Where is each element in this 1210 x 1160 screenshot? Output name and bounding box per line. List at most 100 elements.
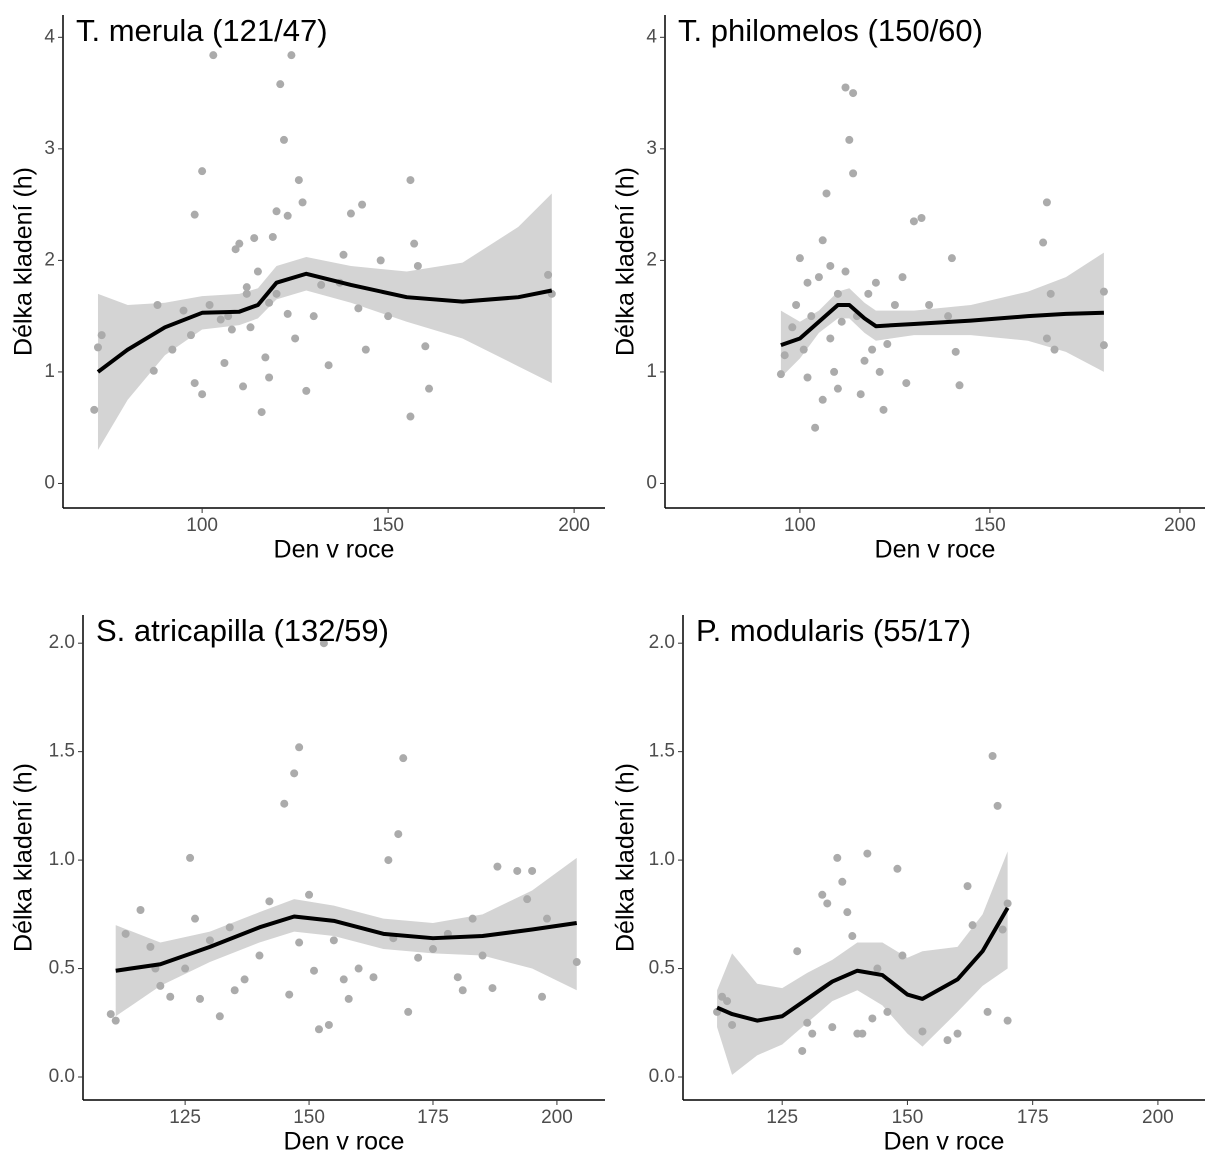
x-tick-label: 100 xyxy=(186,515,218,536)
data-point xyxy=(384,312,393,321)
data-point xyxy=(803,1018,812,1027)
data-point xyxy=(898,951,907,960)
y-tick-label: 0.0 xyxy=(49,1066,75,1087)
data-point xyxy=(925,301,934,309)
data-point xyxy=(955,381,964,390)
data-point xyxy=(216,315,225,324)
data-point xyxy=(828,1023,837,1032)
data-point xyxy=(947,254,956,263)
data-point xyxy=(807,312,816,321)
data-point xyxy=(1042,334,1051,343)
data-point xyxy=(803,373,812,382)
y-tick-label: 2 xyxy=(646,249,657,270)
data-point xyxy=(478,951,487,960)
data-point xyxy=(951,347,960,356)
data-point xyxy=(858,1029,867,1038)
data-point xyxy=(290,769,299,778)
data-point xyxy=(793,947,802,956)
data-point xyxy=(209,51,218,60)
data-point xyxy=(121,929,130,938)
data-point xyxy=(493,862,502,871)
data-point xyxy=(818,890,827,899)
data-point xyxy=(776,370,785,379)
y-axis-label: Délka kladení (h) xyxy=(10,167,38,356)
x-axis-label: Den v roce xyxy=(284,1128,405,1156)
y-tick-label: 1.5 xyxy=(649,741,675,762)
data-point xyxy=(1003,899,1012,908)
data-point xyxy=(369,973,378,982)
data-point xyxy=(298,198,307,207)
x-tick-label: 150 xyxy=(892,1107,924,1128)
y-axis-label: Délka kladení (h) xyxy=(612,763,640,952)
data-point xyxy=(279,135,288,144)
data-point xyxy=(833,853,842,862)
data-point xyxy=(181,964,190,973)
panel-title: P. modularis (55/17) xyxy=(696,613,971,648)
y-tick-label: 1 xyxy=(646,361,657,382)
data-point xyxy=(309,312,318,321)
data-point xyxy=(830,367,839,376)
data-point xyxy=(814,273,823,282)
data-point xyxy=(240,975,249,984)
data-point xyxy=(523,895,532,904)
data-point xyxy=(792,301,801,309)
data-point xyxy=(317,280,326,289)
data-point xyxy=(225,923,234,932)
data-point xyxy=(97,331,106,340)
data-point xyxy=(988,751,997,760)
data-point xyxy=(428,945,437,954)
data-point xyxy=(410,239,419,248)
smooth-line xyxy=(716,906,1010,1023)
data-point xyxy=(257,408,266,417)
data-point xyxy=(404,1007,413,1016)
data-point xyxy=(808,1029,817,1038)
data-point xyxy=(280,799,289,808)
data-point xyxy=(314,1025,323,1034)
data-point xyxy=(1050,345,1059,354)
data-point xyxy=(871,278,880,287)
data-point xyxy=(1003,1016,1012,1025)
data-point xyxy=(344,994,353,1003)
data-point xyxy=(883,1007,892,1016)
data-point xyxy=(993,801,1002,810)
data-point xyxy=(106,1010,115,1019)
data-point xyxy=(798,1046,807,1055)
data-point xyxy=(358,200,367,209)
data-point xyxy=(488,984,497,993)
data-point xyxy=(833,384,842,393)
data-point xyxy=(799,345,808,354)
data-point xyxy=(268,232,277,241)
data-point xyxy=(728,1020,737,1029)
data-point xyxy=(875,367,884,376)
x-tick-label: 200 xyxy=(558,515,590,536)
data-point xyxy=(294,176,303,185)
data-point xyxy=(93,343,102,352)
data-point xyxy=(283,309,292,318)
x-axis-label: Den v roce xyxy=(875,536,996,564)
data-point xyxy=(246,323,255,332)
data-point xyxy=(788,323,797,332)
data-point xyxy=(287,51,296,60)
data-point xyxy=(963,882,972,891)
data-point xyxy=(198,167,207,176)
data-point xyxy=(265,897,274,906)
x-tick-label: 150 xyxy=(372,515,404,536)
data-point xyxy=(425,384,434,393)
x-tick-label: 150 xyxy=(293,1107,325,1128)
data-point xyxy=(868,1014,877,1023)
data-point xyxy=(848,932,857,941)
y-tick-label: 4 xyxy=(646,26,657,47)
x-axis-label: Den v roce xyxy=(274,536,395,564)
data-point xyxy=(1042,198,1051,207)
data-point xyxy=(253,267,262,276)
data-point xyxy=(191,914,200,923)
data-point xyxy=(224,312,233,321)
y-tick-label: 2.0 xyxy=(649,632,675,653)
data-point xyxy=(863,849,872,858)
data-point xyxy=(902,379,911,388)
data-point xyxy=(310,966,319,975)
data-point xyxy=(242,283,251,292)
panel-title: T. philomelos (150/60) xyxy=(678,13,983,48)
y-tick-label: 0 xyxy=(646,472,657,493)
